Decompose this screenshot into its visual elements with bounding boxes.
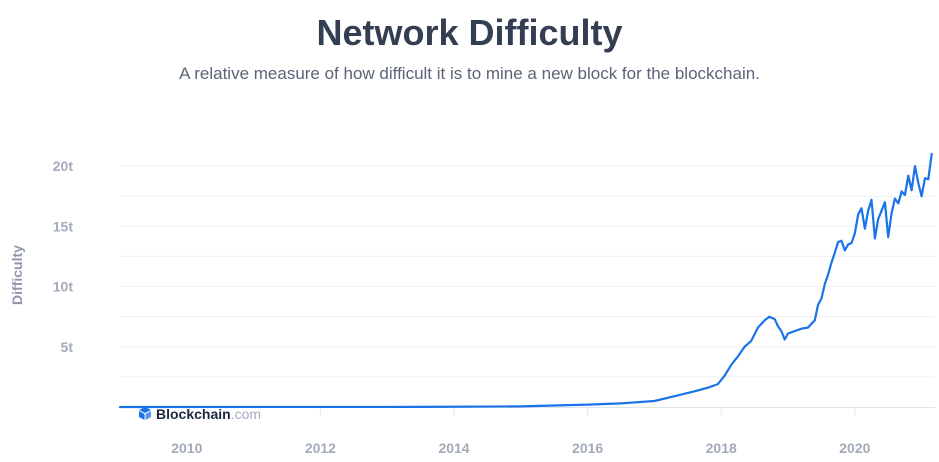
x-tick-label: 2010	[171, 440, 202, 456]
y-tick-label: 5t	[61, 339, 74, 355]
x-tick-label: 2012	[305, 440, 336, 456]
x-tick-label: 2016	[572, 440, 603, 456]
series-layer	[118, 152, 933, 409]
blockchain-cube-icon	[139, 407, 151, 420]
x-tick-labels: 2010 2012 2014 2016 2018 2020	[171, 407, 871, 456]
y-axis-title: Difficulty	[9, 245, 25, 305]
brand-name: Blockchain.com	[156, 406, 261, 422]
chart-title: Network Difficulty	[316, 12, 623, 53]
y-tick-label: 10t	[53, 279, 74, 295]
difficulty-series-line[interactable]	[118, 152, 933, 409]
x-tick-label: 2018	[706, 440, 737, 456]
y-tick-labels: 5t 10t 15t 20t	[53, 158, 74, 355]
y-tick-label: 15t	[53, 218, 74, 234]
brand-name-main: Blockchain	[156, 406, 231, 422]
x-tick-label: 2020	[839, 440, 870, 456]
brand-name-suffix: .com	[231, 406, 261, 422]
y-tick-label: 20t	[53, 158, 74, 174]
x-tick-label: 2014	[438, 440, 469, 456]
blockchain-logo[interactable]: Blockchain.com	[139, 406, 261, 422]
grid-lines	[120, 165, 935, 378]
chart-subtitle: A relative measure of how difficult it i…	[179, 64, 760, 83]
